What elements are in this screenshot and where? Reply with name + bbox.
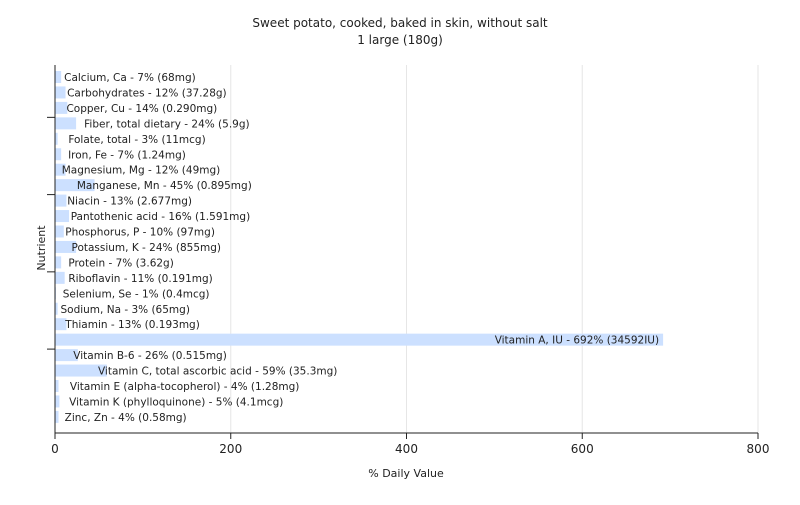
bar-label-12: Protein - 7% (3.62g) (68, 257, 174, 269)
bar-label-13: Riboflavin - 11% (0.191mg) (68, 273, 212, 285)
x-tick-label-3: 600 (571, 442, 594, 456)
bar-label-10: Phosphorus, P - 10% (97mg) (65, 227, 215, 239)
bar-20 (55, 380, 59, 392)
bar-8 (55, 194, 67, 207)
x-tick-label-2: 400 (395, 442, 418, 456)
bar-2 (55, 101, 68, 114)
bar-3 (55, 117, 77, 130)
bar-label-7: Manganese, Mn - 45% (0.895mg) (77, 180, 252, 192)
bar-label-5: Iron, Fe - 7% (1.24mg) (68, 149, 186, 161)
bar-label-14: Selenium, Se - 1% (0.4mcg) (63, 288, 210, 300)
x-tick-label-0: 0 (51, 442, 59, 456)
bar-label-1: Carbohydrates - 12% (37.28g) (67, 87, 227, 99)
bar-1 (55, 86, 66, 99)
bar-0 (55, 71, 62, 83)
bar-15 (55, 302, 58, 315)
bar-17 (55, 333, 664, 346)
bar-label-4: Folate, total - 3% (11mcg) (68, 134, 205, 146)
bar-label-6: Magnesium, Mg - 12% (49mg) (62, 165, 221, 177)
bar-label-11: Potassium, K - 24% (855mg) (71, 242, 221, 254)
bar-label-17: Vitamin A, IU - 692% (34592IU) (495, 335, 659, 347)
bar-5 (55, 148, 62, 161)
bar-label-22: Zinc, Zn - 4% (0.58mg) (65, 412, 187, 424)
bar-label-8: Niacin - 13% (2.677mg) (67, 196, 192, 208)
bar-label-18: Vitamin B-6 - 26% (0.515mg) (73, 350, 227, 362)
bar-label-2: Copper, Cu - 14% (0.290mg) (66, 103, 217, 115)
bar-label-16: Thiamin - 13% (0.193mg) (64, 319, 200, 331)
bar-21 (55, 395, 60, 408)
bar-16 (55, 318, 67, 331)
bar-6 (55, 163, 66, 176)
gridlines (230, 65, 759, 433)
bars: Calcium, Ca - 7% (68mg) Carbohydrates - 1… (55, 71, 664, 424)
x-axis-title: % Daily Value (368, 467, 444, 480)
bar-label-19: Vitamin C, total ascorbic acid - 59% (35… (98, 366, 337, 378)
x-tick-label-4: 800 (747, 442, 770, 456)
x-tick-label-1: 200 (219, 442, 242, 456)
bar-22 (55, 410, 59, 423)
y-axis-title: Nutrient (35, 225, 48, 271)
bar-9 (55, 210, 70, 223)
bar-label-20: Vitamin E (alpha-tocopherol) - 4% (1.28m… (70, 381, 300, 393)
bar-13 (55, 271, 65, 284)
bar-10 (55, 225, 64, 238)
bar-18 (55, 349, 78, 362)
bar-4 (55, 132, 58, 145)
bar-11 (55, 240, 77, 253)
bar-label-9: Pantothenic acid - 16% (1.591mg) (71, 211, 250, 223)
bar-label-21: Vitamin K (phylloquinone) - 5% (4.1mcg) (69, 396, 283, 408)
bar-12 (55, 256, 62, 269)
axes: 0 200 400 600 800 (47, 65, 769, 456)
bar-label-0: Calcium, Ca - 7% (68mg) (64, 72, 196, 84)
bar-7 (55, 179, 95, 192)
bar-19 (55, 364, 107, 377)
bar-label-3: Fiber, total dietary - 24% (5.9g) (84, 118, 249, 130)
bar-label-15: Sodium, Na - 3% (65mg) (60, 304, 189, 316)
chart-title: Sweet potato, cooked, baked in skin, wit… (252, 16, 548, 30)
chart-subtitle: 1 large (180g) (357, 33, 443, 47)
